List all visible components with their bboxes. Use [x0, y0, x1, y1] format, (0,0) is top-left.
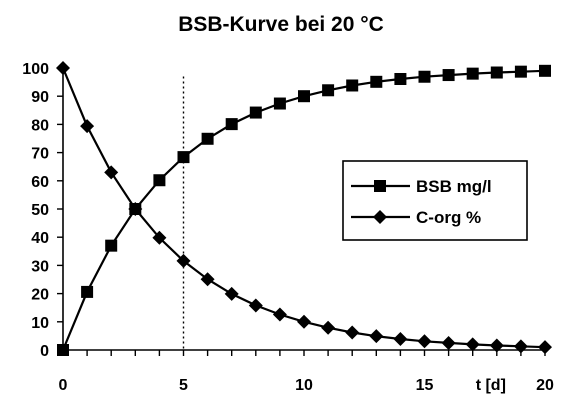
- data-point-diamond: [369, 329, 384, 344]
- chart-title: BSB-Kurve bei 20 °C: [178, 13, 384, 36]
- y-tick-label: 60: [31, 174, 49, 191]
- data-point-square: [539, 64, 551, 77]
- data-point-square: [153, 174, 166, 187]
- data-point-square: [273, 97, 286, 110]
- legend: BSB mg/l C-org %: [342, 160, 528, 241]
- data-point-diamond: [272, 307, 287, 322]
- data-point-square: [442, 69, 455, 82]
- y-tick-label: 10: [31, 315, 49, 332]
- x-axis-label: t [d]: [476, 377, 506, 394]
- y-tick-label: 40: [31, 230, 49, 247]
- data-point-square: [394, 72, 407, 85]
- y-tick-label: 80: [31, 117, 49, 134]
- x-tick-label: 5: [179, 377, 188, 394]
- data-point-diamond: [224, 286, 239, 301]
- y-tick-label: 50: [31, 202, 49, 219]
- legend-label-bsb: BSB mg/l: [416, 177, 492, 196]
- legend-box: [342, 160, 528, 241]
- data-point-square: [466, 67, 479, 80]
- data-point-square: [225, 118, 238, 131]
- series-1: [56, 61, 552, 355]
- data-point-square: [81, 285, 94, 298]
- y-tick-label: 30: [31, 258, 49, 275]
- x-tick-label: 20: [536, 377, 554, 394]
- data-point-square: [57, 344, 69, 356]
- x-tick-label: 15: [416, 377, 434, 394]
- y-tick-label: 100: [22, 61, 49, 78]
- data-point-square: [514, 65, 527, 78]
- legend-marker-corg: [373, 210, 387, 224]
- x-tick-label: 0: [59, 377, 68, 394]
- data-point-diamond: [248, 298, 263, 313]
- data-point-square: [298, 90, 310, 103]
- data-point-diamond: [56, 61, 70, 75]
- data-point-diamond: [513, 339, 528, 354]
- data-point-square: [346, 79, 359, 92]
- data-point-diamond: [200, 272, 215, 287]
- data-point-square: [249, 106, 262, 119]
- data-point-square: [370, 75, 383, 88]
- data-point-diamond: [465, 337, 480, 352]
- y-tick-label: 70: [31, 146, 49, 163]
- data-point-square: [177, 151, 190, 164]
- legend-label-corg: C-org %: [416, 208, 481, 227]
- data-point-diamond: [152, 230, 167, 245]
- tick-labels: 0 10 20 30 40 50 60 70 80 90 100 0 5 10 15 20 t [d]: [22, 61, 554, 394]
- data-point-diamond: [321, 320, 336, 335]
- series-group: [56, 61, 552, 356]
- data-point-diamond: [80, 119, 95, 134]
- data-point-diamond: [538, 340, 552, 355]
- x-tick-label: 10: [295, 377, 313, 394]
- data-point-square: [490, 66, 503, 79]
- data-point-diamond: [393, 332, 408, 347]
- data-point-diamond: [345, 325, 360, 340]
- data-point-square: [418, 70, 431, 83]
- data-point-diamond: [104, 165, 119, 180]
- data-point-square: [105, 239, 118, 252]
- data-point-square: [201, 132, 214, 145]
- data-point-diamond: [176, 253, 191, 268]
- y-tick-label: 0: [40, 343, 49, 360]
- data-point-diamond: [297, 314, 311, 329]
- legend-marker-bsb: [374, 180, 386, 192]
- data-point-square: [322, 84, 335, 97]
- y-tick-label: 90: [31, 89, 49, 106]
- data-point-diamond: [489, 338, 504, 353]
- data-point-diamond: [128, 202, 143, 216]
- data-point-diamond: [441, 335, 456, 350]
- y-tick-label: 20: [31, 287, 49, 304]
- data-point-diamond: [417, 334, 432, 349]
